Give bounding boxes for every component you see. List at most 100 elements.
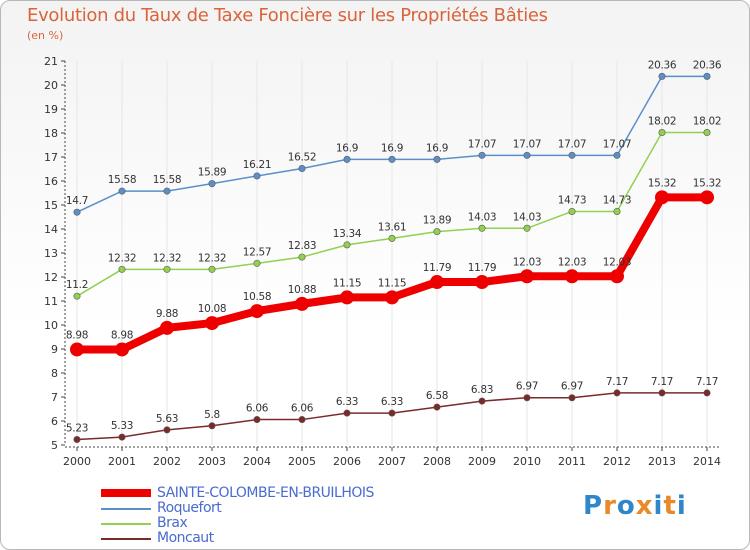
legend-swatch-brax <box>101 523 151 525</box>
data-label-roquefort: 17.07 <box>603 138 632 150</box>
data-point-moncaut <box>478 397 486 405</box>
data-point-sainte-colombe-en-bruilhois <box>160 320 174 335</box>
data-point-sainte-colombe-en-bruilhois <box>520 269 534 284</box>
legend-swatch-roquefort <box>101 508 151 510</box>
data-label-sainte-colombe-en-bruilhois: 15.32 <box>693 177 722 189</box>
data-point-brax <box>658 129 666 137</box>
data-point-brax <box>388 234 396 242</box>
data-label-roquefort: 20.36 <box>693 59 722 71</box>
data-label-moncaut: 7.17 <box>696 376 718 388</box>
data-point-sainte-colombe-en-bruilhois <box>295 296 309 311</box>
data-point-sainte-colombe-en-bruilhois <box>700 190 714 205</box>
data-label-brax: 18.02 <box>693 116 722 128</box>
data-point-roquefort <box>433 155 441 163</box>
data-point-moncaut <box>433 403 441 411</box>
data-point-sainte-colombe-en-bruilhois <box>70 342 84 357</box>
data-label-roquefort: 15.89 <box>198 167 227 179</box>
data-point-sainte-colombe-en-bruilhois <box>250 304 264 319</box>
data-label-sainte-colombe-en-bruilhois: 12.03 <box>603 256 632 268</box>
data-point-brax <box>523 224 531 232</box>
legend-label-moncaut: Moncaut <box>157 530 214 546</box>
y-tick-label: 13 <box>44 247 58 260</box>
data-label-moncaut: 6.33 <box>336 396 358 408</box>
y-tick-label: 10 <box>44 319 58 332</box>
data-point-sainte-colombe-en-bruilhois <box>385 290 399 305</box>
data-label-brax: 12.32 <box>198 252 227 264</box>
x-tick-label: 2013 <box>648 455 676 468</box>
data-label-moncaut: 6.33 <box>381 396 403 408</box>
data-label-sainte-colombe-en-bruilhois: 10.88 <box>288 284 317 296</box>
data-label-brax: 11.2 <box>66 279 88 291</box>
y-tick-label: 8 <box>51 367 58 380</box>
data-label-sainte-colombe-en-bruilhois: 8.98 <box>66 329 88 341</box>
data-label-brax: 12.32 <box>153 252 182 264</box>
data-point-sainte-colombe-en-bruilhois <box>430 275 444 290</box>
data-point-moncaut <box>523 394 531 402</box>
data-point-sainte-colombe-en-bruilhois <box>610 269 624 284</box>
data-label-moncaut: 6.83 <box>471 384 493 396</box>
logo-letter: o <box>616 491 636 521</box>
data-label-moncaut: 7.17 <box>606 376 628 388</box>
data-point-moncaut <box>208 422 216 430</box>
data-point-moncaut <box>253 416 261 424</box>
logo-letter: P <box>583 491 604 521</box>
data-label-roquefort: 16.9 <box>336 142 358 154</box>
y-tick-label: 20 <box>44 79 58 92</box>
data-label-brax: 14.73 <box>603 194 632 206</box>
x-tick-label: 2006 <box>333 455 361 468</box>
data-point-moncaut <box>343 409 351 417</box>
data-point-roquefort <box>298 165 306 173</box>
data-point-roquefort <box>163 187 171 195</box>
y-tick-label: 14 <box>44 223 58 236</box>
proxiti-logo: Proxiti <box>583 491 687 521</box>
data-point-moncaut <box>298 416 306 424</box>
y-tick-label: 11 <box>44 295 58 308</box>
data-label-sainte-colombe-en-bruilhois: 11.79 <box>468 262 497 274</box>
data-point-brax <box>343 241 351 249</box>
x-tick-label: 2009 <box>468 455 496 468</box>
data-label-roquefort: 20.36 <box>648 59 677 71</box>
data-label-moncaut: 5.8 <box>204 409 220 421</box>
data-point-brax <box>478 224 486 232</box>
data-point-brax <box>73 292 81 300</box>
data-label-moncaut: 7.17 <box>651 376 673 388</box>
data-label-sainte-colombe-en-bruilhois: 10.58 <box>243 291 272 303</box>
data-point-roquefort <box>73 208 81 216</box>
x-tick-label: 2002 <box>153 455 181 468</box>
logo-letter: x <box>635 491 654 521</box>
data-point-roquefort <box>568 151 576 159</box>
data-label-brax: 13.34 <box>333 228 362 240</box>
x-tick-label: 2003 <box>198 455 226 468</box>
data-point-moncaut <box>163 426 171 434</box>
data-point-roquefort <box>613 151 621 159</box>
data-label-roquefort: 16.9 <box>381 142 403 154</box>
chart-title: Evolution du Taux de Taxe Foncière sur l… <box>27 5 548 26</box>
logo-letter: r <box>603 491 617 521</box>
data-point-sainte-colombe-en-bruilhois <box>340 290 354 305</box>
x-tick-label: 2007 <box>378 455 406 468</box>
data-point-brax <box>433 228 441 236</box>
x-tick-label: 2008 <box>423 455 451 468</box>
data-label-roquefort: 17.07 <box>468 138 497 150</box>
legend-swatch-moncaut <box>101 538 151 540</box>
data-point-moncaut <box>703 389 711 397</box>
data-point-sainte-colombe-en-bruilhois <box>565 269 579 284</box>
data-label-brax: 18.02 <box>648 116 677 128</box>
data-point-roquefort <box>118 187 126 195</box>
data-label-moncaut: 5.23 <box>66 422 88 434</box>
data-point-brax <box>118 265 126 273</box>
data-label-sainte-colombe-en-bruilhois: 12.03 <box>513 256 542 268</box>
y-tick-label: 17 <box>44 151 58 164</box>
x-tick-label: 2010 <box>513 455 541 468</box>
data-label-sainte-colombe-en-bruilhois: 8.98 <box>111 329 133 341</box>
data-point-brax <box>208 265 216 273</box>
data-point-roquefort <box>343 155 351 163</box>
data-label-brax: 12.57 <box>243 246 272 258</box>
data-point-sainte-colombe-en-bruilhois <box>475 275 489 290</box>
legend-label-brax: Brax <box>157 515 188 531</box>
y-tick-label: 18 <box>44 127 58 140</box>
x-tick-label: 2011 <box>558 455 586 468</box>
y-tick-label: 7 <box>51 391 58 404</box>
data-point-moncaut <box>118 433 126 441</box>
